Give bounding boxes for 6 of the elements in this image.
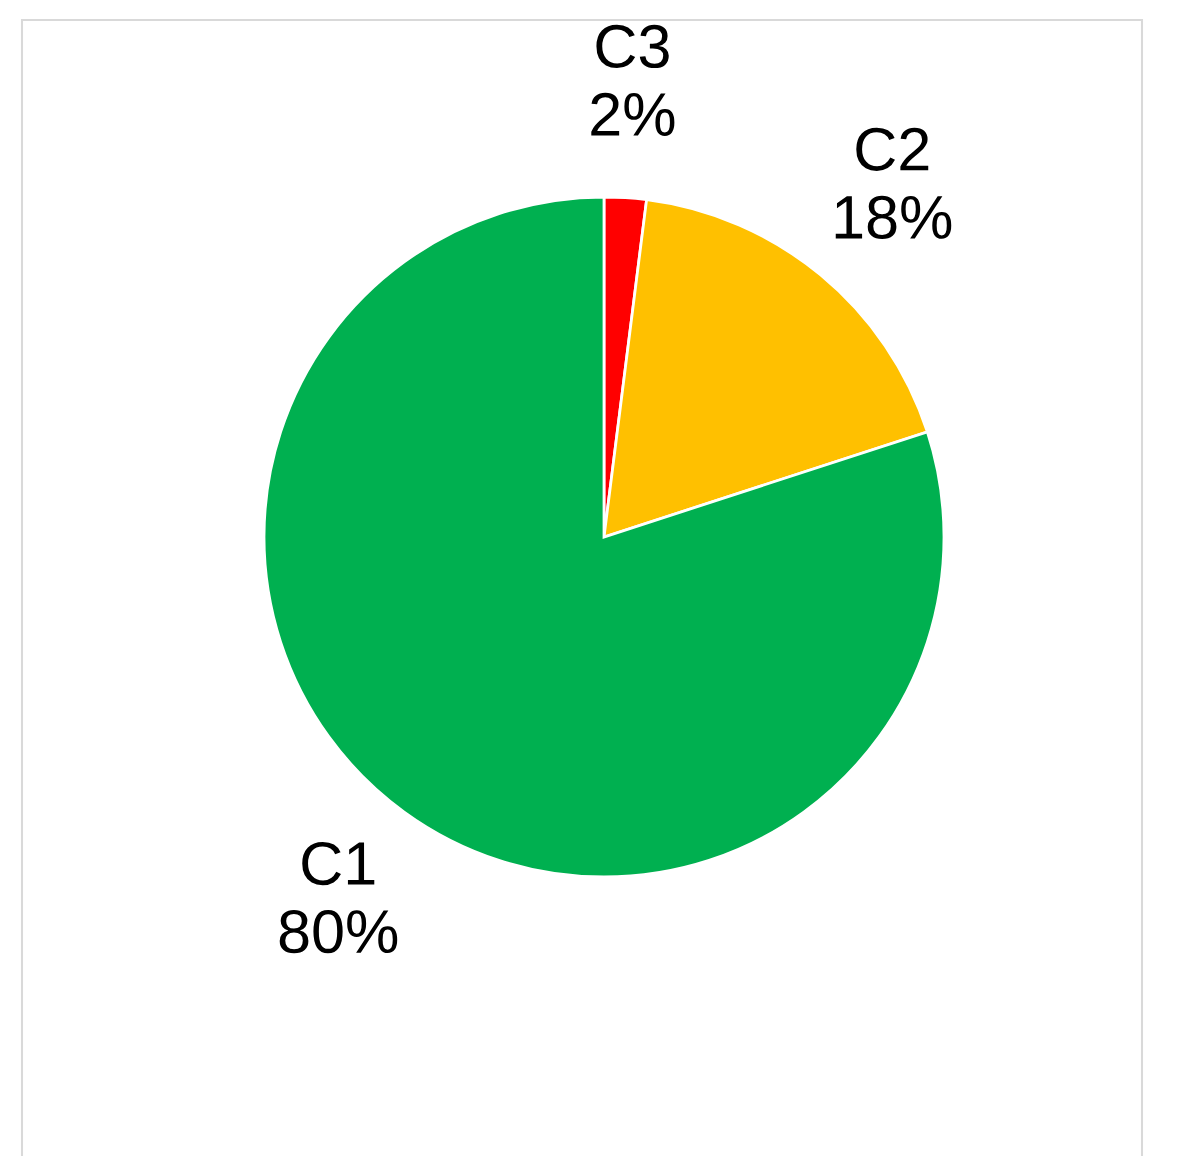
slice-label: C3 [596, 24, 669, 69]
data-label: 2% [591, 92, 675, 136]
data-label: 80% [279, 909, 398, 954]
slice-label: C1 [302, 841, 375, 886]
data-label: 18% [835, 195, 952, 239]
slice-label: C2 [856, 127, 929, 171]
